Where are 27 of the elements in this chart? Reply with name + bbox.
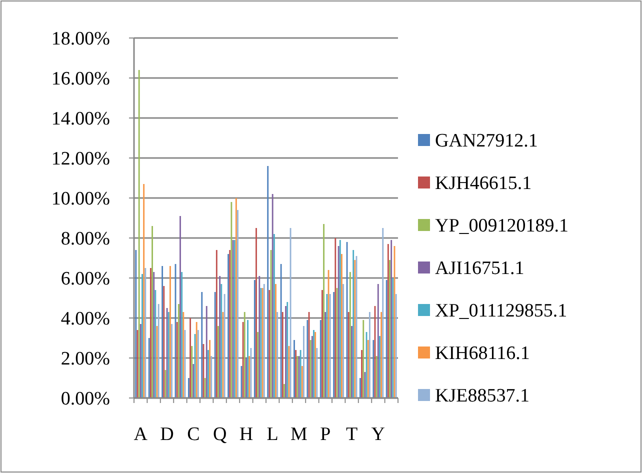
y-tick-label: 18.00% — [51, 28, 110, 50]
y-tick-label: 14.00% — [51, 108, 110, 130]
x-tick-label: P — [320, 424, 331, 445]
legend-label: KJE88537.1 — [435, 386, 530, 407]
legend-label: YP_009120189.1 — [435, 216, 569, 237]
x-tick-label: L — [266, 424, 278, 445]
y-tick-label: 6.00% — [60, 268, 110, 290]
x-tick-label: T — [346, 424, 358, 445]
legend-label: AJI16751.1 — [435, 258, 524, 280]
y-tick-label: 10.00% — [51, 188, 110, 210]
x-tick-label: M — [290, 424, 308, 445]
y-tick-label: 8.00% — [60, 228, 110, 250]
y-tick-label: 2.00% — [60, 348, 110, 370]
x-tick-label: Y — [371, 424, 386, 445]
legend-label: XP_011129855.1 — [435, 300, 568, 322]
x-tick-label: D — [160, 424, 174, 445]
y-tick-label: 0.00% — [60, 388, 110, 410]
legend-label: KJH46615.1 — [435, 173, 532, 194]
y-tick-label: 12.00% — [51, 148, 110, 170]
legend-label: GAN27912.1 — [435, 130, 538, 152]
x-tick-label: C — [187, 424, 200, 445]
y-tick-label: 4.00% — [60, 308, 110, 330]
x-tick-label: Q — [212, 424, 227, 445]
x-tick-label: H — [239, 424, 254, 445]
y-tick-label: 16.00% — [51, 68, 110, 90]
legend-label: KIH68116.1 — [435, 343, 530, 364]
x-tick-label: A — [134, 424, 148, 445]
